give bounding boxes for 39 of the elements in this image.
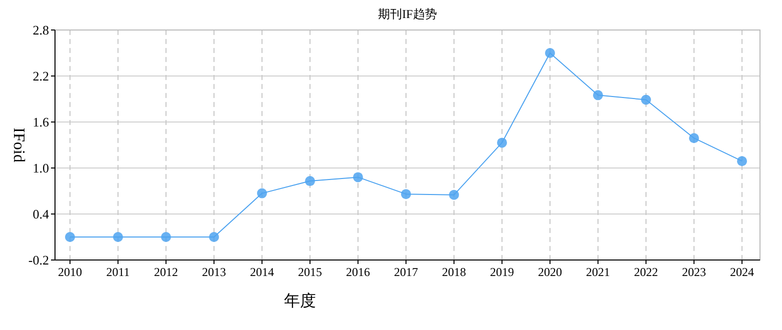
point — [545, 48, 555, 58]
y-tick-label: 1.6 — [32, 114, 50, 130]
point — [161, 232, 171, 242]
x-tick-label: 2014 — [250, 265, 274, 279]
point — [737, 156, 747, 166]
x-tick-label: 2016 — [346, 265, 370, 279]
point — [497, 138, 507, 148]
point — [65, 232, 75, 242]
y-tick-label: 2.8 — [32, 22, 49, 38]
x-tick-label: 2013 — [202, 265, 226, 279]
y-tick-label: -0.2 — [28, 252, 49, 268]
x-tick-label: 2011 — [106, 265, 130, 279]
chart-title: 期刊IF趋势 — [378, 7, 437, 21]
point — [449, 190, 459, 200]
x-axis-title: 年度 — [284, 292, 316, 310]
point — [257, 188, 267, 198]
y-tick-label: 1.0 — [32, 160, 49, 176]
x-tick-label: 2010 — [58, 265, 82, 279]
x-tick-label: 2019 — [490, 265, 514, 279]
point — [353, 172, 363, 182]
x-tick-label: 2018 — [442, 265, 466, 279]
x-tick-label: 2023 — [682, 265, 706, 279]
point — [593, 90, 603, 100]
point — [641, 94, 651, 105]
x-tick-label: 2015 — [298, 265, 322, 279]
y-axis-title: IFoid — [10, 128, 27, 162]
x-tick-label: 2020 — [538, 265, 562, 279]
y-tick-label: 2.2 — [32, 68, 49, 84]
y-tick-label: 0.4 — [32, 206, 50, 222]
x-tick-label: 2017 — [394, 265, 418, 279]
x-tick-label: 2024 — [730, 265, 754, 279]
point — [209, 232, 219, 242]
x-tick-label: 2022 — [634, 265, 658, 279]
point — [305, 176, 315, 186]
x-tick-label: 2021 — [586, 265, 610, 279]
point — [689, 133, 699, 144]
point — [113, 232, 123, 242]
x-tick-label: 2012 — [154, 265, 178, 279]
point — [401, 189, 411, 200]
